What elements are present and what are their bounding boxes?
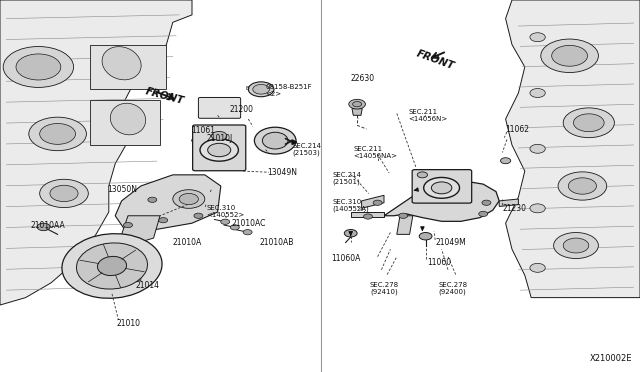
Circle shape [573,114,604,132]
Polygon shape [90,100,160,145]
Text: 11061: 11061 [191,126,215,135]
Circle shape [221,219,230,224]
Circle shape [344,230,357,237]
Text: 21014: 21014 [136,281,160,290]
Text: SEC.310
(140552A): SEC.310 (140552A) [333,199,369,212]
Circle shape [40,124,76,144]
Circle shape [159,218,168,223]
Polygon shape [384,180,499,221]
Text: SEC.278
(92410): SEC.278 (92410) [370,282,399,295]
Circle shape [353,102,362,107]
Circle shape [530,89,545,97]
Circle shape [541,39,598,73]
Circle shape [3,46,74,87]
Circle shape [230,225,239,230]
Polygon shape [362,195,384,208]
Circle shape [37,223,50,231]
Circle shape [482,200,491,205]
Circle shape [530,33,545,42]
Circle shape [179,193,198,205]
Text: 13050N: 13050N [108,185,138,194]
Text: 21010J: 21010J [206,134,232,143]
Text: 21049M: 21049M [435,238,466,247]
Circle shape [417,172,428,178]
Circle shape [500,158,511,164]
Text: SEC.310
<140552>: SEC.310 <140552> [206,205,244,218]
Text: FRONT: FRONT [415,48,456,71]
Circle shape [50,185,78,202]
Text: 21010: 21010 [116,319,141,328]
Polygon shape [0,0,192,305]
Text: 21010AB: 21010AB [259,238,294,247]
Circle shape [530,263,545,272]
Text: 21010AC: 21010AC [232,219,266,228]
Text: SEC.214
(21503): SEC.214 (21503) [292,143,321,156]
Polygon shape [351,212,384,217]
Polygon shape [352,109,362,115]
Ellipse shape [262,132,288,149]
Text: 11062: 11062 [506,125,530,134]
Text: SEC.214
(21501): SEC.214 (21501) [333,172,362,185]
Circle shape [364,214,372,219]
FancyBboxPatch shape [198,97,241,118]
Circle shape [349,99,365,109]
Text: 21010AA: 21010AA [31,221,65,230]
Ellipse shape [76,243,148,289]
Text: 22630: 22630 [351,74,375,83]
Circle shape [253,84,269,94]
Ellipse shape [110,103,146,135]
Text: SEC.278
(92400): SEC.278 (92400) [438,282,468,295]
Text: 21230: 21230 [502,204,527,213]
Circle shape [40,179,88,208]
Circle shape [16,54,61,80]
Circle shape [243,230,252,235]
Circle shape [29,117,86,151]
Polygon shape [506,0,640,298]
Circle shape [530,204,545,213]
Circle shape [124,222,132,228]
Circle shape [148,197,157,202]
Circle shape [558,172,607,200]
Ellipse shape [254,127,296,154]
Text: FRONT: FRONT [145,86,186,106]
Text: 13049N: 13049N [268,168,298,177]
Circle shape [373,200,382,205]
Ellipse shape [102,46,141,80]
Circle shape [194,213,203,218]
Polygon shape [122,216,160,242]
Text: X210002E: X210002E [590,354,632,363]
Circle shape [563,238,589,253]
Circle shape [248,82,274,97]
Circle shape [563,108,614,138]
Text: 21200: 21200 [229,105,253,114]
Circle shape [568,178,596,194]
Ellipse shape [97,256,127,276]
Text: 11060A: 11060A [332,254,361,263]
Polygon shape [499,199,518,206]
Circle shape [399,213,408,218]
Circle shape [431,182,452,194]
Circle shape [554,232,598,259]
Circle shape [211,131,227,140]
Circle shape [552,45,588,66]
FancyBboxPatch shape [193,125,246,171]
Text: SEC.211
<14056N>: SEC.211 <14056N> [408,109,447,122]
Text: B: B [245,86,249,92]
Circle shape [419,232,432,240]
Polygon shape [90,45,166,89]
Polygon shape [115,175,221,234]
Circle shape [200,139,238,161]
Circle shape [424,177,460,198]
Polygon shape [397,216,413,234]
Text: SEC.211
<14056NA>: SEC.211 <14056NA> [353,146,397,159]
Circle shape [173,190,205,208]
Circle shape [479,211,488,217]
Circle shape [207,143,231,157]
Text: 08158-B251F
<2>: 08158-B251F <2> [266,84,312,96]
FancyBboxPatch shape [412,170,472,203]
Text: 21010A: 21010A [173,238,202,247]
Ellipse shape [62,234,162,298]
Text: 11060: 11060 [428,258,452,267]
Circle shape [530,144,545,153]
